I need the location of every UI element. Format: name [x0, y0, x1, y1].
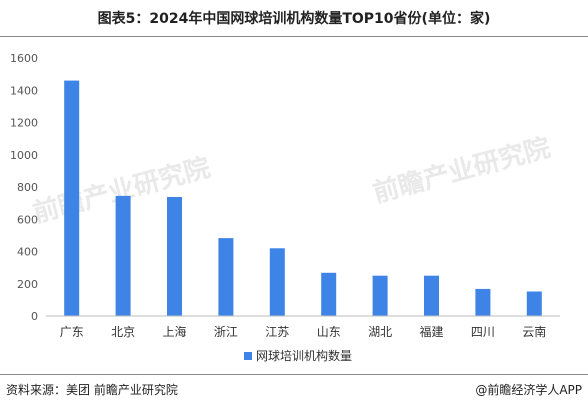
x-tick-label: 广东: [60, 325, 84, 339]
x-tick-label: 山东: [317, 325, 341, 339]
credit-note: @前瞻经济学人APP: [475, 383, 582, 397]
legend-swatch: [244, 352, 252, 360]
x-tick-label: 湖北: [368, 324, 392, 339]
bar: [115, 195, 131, 316]
y-tick-label: 1400: [10, 84, 38, 97]
y-tick-label: 400: [17, 246, 38, 259]
y-tick-label: 1000: [10, 149, 38, 162]
bar: [167, 196, 182, 316]
y-tick-label: 600: [17, 213, 38, 226]
x-tick-label: 四川: [471, 325, 495, 339]
x-tick-label: 云南: [522, 324, 546, 339]
bar: [321, 272, 337, 316]
x-tick-label: 福建: [419, 324, 443, 339]
y-tick-label: 1200: [10, 117, 38, 130]
x-tick-label: 北京: [111, 325, 135, 339]
y-tick-label: 1600: [10, 52, 38, 65]
bar: [218, 238, 234, 316]
top-divider: [0, 36, 588, 37]
y-tick-label: 200: [17, 278, 38, 291]
x-tick-label: 江苏: [265, 325, 289, 339]
bar: [64, 80, 80, 316]
legend: 网球培训机构数量: [244, 348, 352, 363]
bar: [475, 288, 491, 316]
x-tick-label: 浙江: [214, 325, 238, 339]
legend-label: 网球培训机构数量: [256, 348, 352, 363]
x-tick-label: 上海: [162, 324, 186, 339]
y-tick-label: 0: [31, 310, 38, 323]
bar: [526, 291, 542, 316]
chart-title: 图表5：2024年中国网球培训机构数量TOP10省份(单位：家): [97, 11, 491, 27]
bar: [269, 248, 285, 316]
bar: [372, 275, 388, 316]
y-tick-label: 800: [17, 181, 38, 194]
bottom-divider: [0, 374, 588, 375]
bar: [424, 275, 439, 316]
source-note: 资料来源：美团 前瞻产业研究院: [6, 383, 178, 397]
